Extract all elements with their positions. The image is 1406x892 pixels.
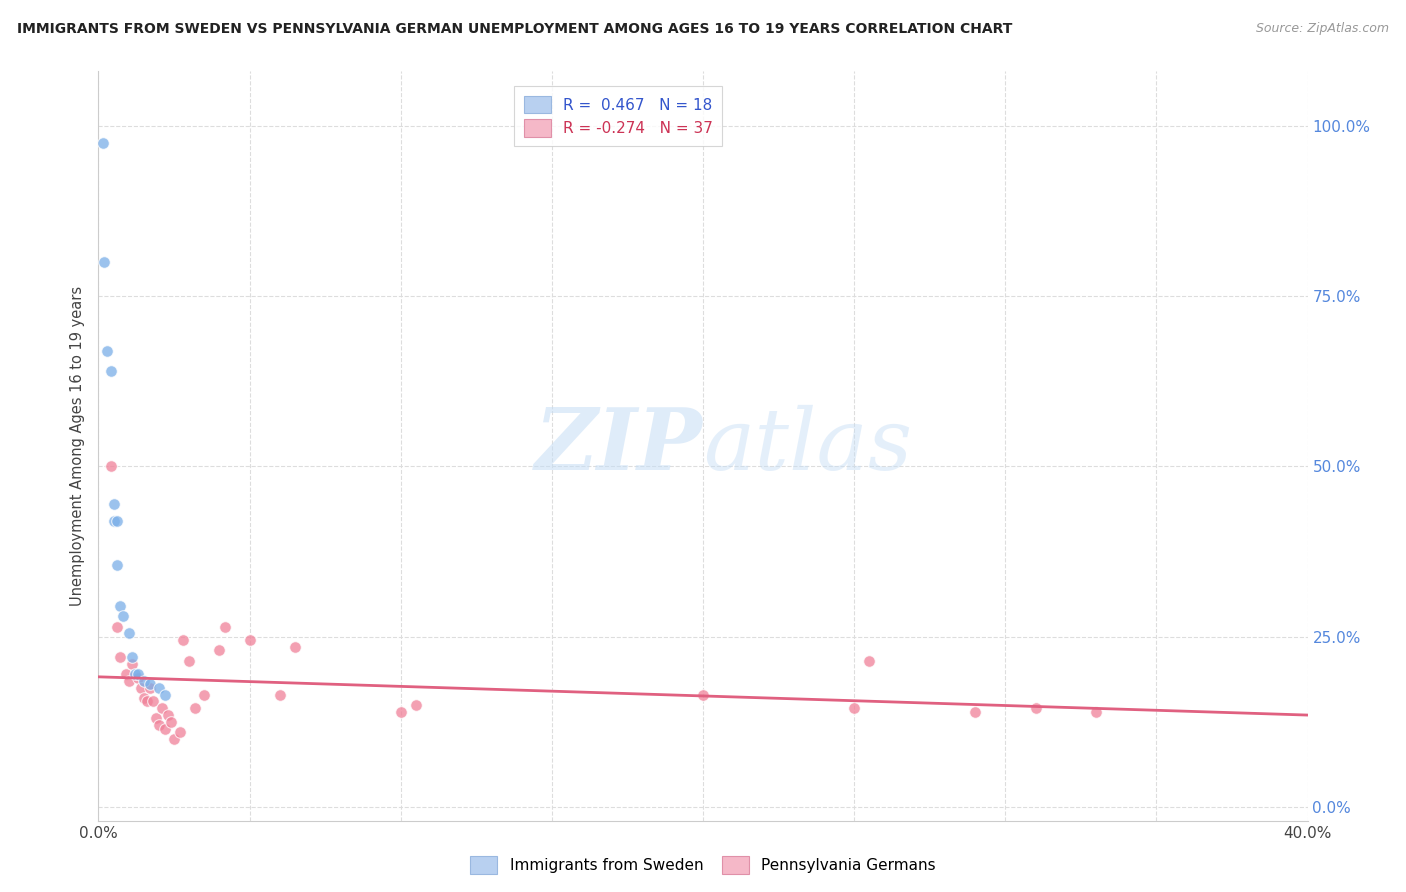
Point: [169, 725, 191, 739]
Point: [142, 694, 165, 708]
Point: [111, 609, 134, 624]
Point: [121, 657, 143, 671]
Point: [145, 711, 167, 725]
Point: [105, 514, 128, 528]
Point: [193, 688, 215, 702]
Point: [1085, 705, 1108, 719]
Legend: R =  0.467   N = 18, R = -0.274   N = 37: R = 0.467 N = 18, R = -0.274 N = 37: [515, 87, 723, 146]
Point: [405, 698, 427, 712]
Text: ZIP: ZIP: [536, 404, 703, 488]
Point: [114, 667, 136, 681]
Y-axis label: Unemployment Among Ages 16 to 19 years: Unemployment Among Ages 16 to 19 years: [70, 286, 86, 606]
Point: [105, 619, 128, 633]
Point: [91, 136, 114, 150]
Point: [153, 722, 176, 736]
Text: atlas: atlas: [703, 405, 912, 487]
Point: [214, 619, 236, 633]
Point: [150, 701, 173, 715]
Point: [93, 255, 115, 269]
Point: [389, 705, 412, 719]
Point: [965, 705, 987, 719]
Text: IMMIGRANTS FROM SWEDEN VS PENNSYLVANIA GERMAN UNEMPLOYMENT AMONG AGES 16 TO 19 Y: IMMIGRANTS FROM SWEDEN VS PENNSYLVANIA G…: [17, 22, 1012, 37]
Point: [118, 626, 141, 640]
Point: [269, 688, 291, 702]
Point: [239, 633, 262, 648]
Point: [121, 650, 143, 665]
Point: [148, 718, 170, 732]
Point: [118, 673, 141, 688]
Point: [124, 667, 146, 681]
Point: [858, 654, 880, 668]
Point: [127, 671, 149, 685]
Point: [844, 701, 866, 715]
Legend: Immigrants from Sweden, Pennsylvania Germans: Immigrants from Sweden, Pennsylvania Ger…: [464, 850, 942, 880]
Point: [179, 654, 201, 668]
Point: [153, 688, 176, 702]
Point: [108, 599, 131, 613]
Point: [129, 681, 152, 695]
Point: [692, 688, 714, 702]
Point: [132, 673, 155, 688]
Point: [163, 731, 186, 746]
Point: [1024, 701, 1046, 715]
Point: [160, 714, 183, 729]
Point: [139, 677, 162, 691]
Point: [96, 343, 118, 358]
Point: [284, 640, 307, 654]
Point: [100, 459, 122, 474]
Point: [172, 633, 194, 648]
Point: [132, 691, 155, 706]
Point: [139, 681, 162, 695]
Point: [103, 514, 125, 528]
Point: [105, 558, 128, 573]
Text: Source: ZipAtlas.com: Source: ZipAtlas.com: [1256, 22, 1389, 36]
Point: [100, 364, 122, 378]
Point: [127, 667, 149, 681]
Point: [208, 643, 231, 657]
Point: [108, 650, 131, 665]
Point: [135, 694, 157, 708]
Point: [103, 497, 125, 511]
Point: [184, 701, 207, 715]
Point: [156, 708, 179, 723]
Point: [148, 681, 170, 695]
